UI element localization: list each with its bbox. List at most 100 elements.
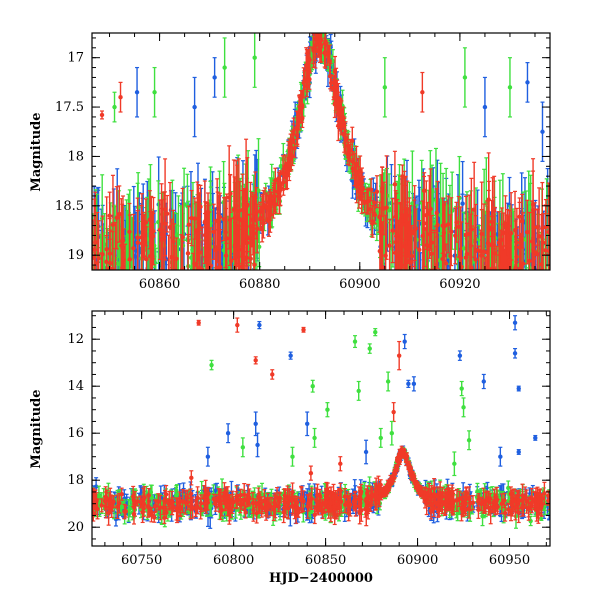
top-red-point — [420, 71, 425, 113]
top-y-axis-label: Magnitude — [29, 112, 44, 191]
bottom-y-tick-label: 16 — [67, 426, 84, 441]
top-red-point — [226, 145, 232, 250]
top-red-point — [325, 42, 330, 66]
top-red-point — [215, 191, 220, 251]
top-red-point — [259, 216, 265, 243]
top-blue-point — [438, 293, 442, 334]
top-red-point — [372, 205, 378, 225]
top-red-point — [192, 197, 198, 240]
bottom-panel: 60750 60800 60850 60900 60950 12 14 16 18 20 Mag… — [29, 310, 551, 586]
top-red-point — [412, 199, 417, 268]
top-panel: 60860 60880 60900 60920 17 17.5 18 18.5 19 Magn… — [29, 32, 551, 334]
top-red-point — [453, 207, 458, 265]
bottom-red-point — [301, 326, 306, 333]
top-blue-point — [192, 76, 197, 138]
top-red-point — [232, 221, 238, 269]
top-green-point — [256, 138, 261, 244]
top-blue-point — [134, 66, 140, 118]
top-red-point — [481, 203, 487, 270]
bottom-blue-point — [288, 351, 293, 360]
top-red-point — [162, 191, 168, 257]
top-red-point — [315, 33, 320, 41]
top-red-point — [400, 174, 406, 270]
top-red-point — [476, 245, 481, 270]
bottom-red-point — [235, 317, 240, 333]
bottom-x-tick-label: 60750 — [121, 553, 162, 568]
top-red-point — [296, 95, 302, 131]
top-red-point — [240, 219, 246, 270]
bottom-green-point — [356, 380, 361, 401]
bottom-green-point — [452, 451, 457, 477]
bottom-green-point — [325, 402, 330, 418]
top-red-point — [283, 161, 289, 191]
top-red-point — [390, 198, 395, 264]
top-green-point — [461, 211, 467, 270]
top-red-point — [409, 224, 415, 270]
bottom-red-point — [253, 356, 258, 365]
top-red-point — [252, 224, 257, 270]
top-red-point — [503, 268, 508, 270]
bottom-blue-point — [205, 446, 211, 467]
top-green-point — [462, 47, 468, 108]
bottom-x-axis-label: HJD−2400000 — [269, 571, 373, 586]
bottom-green-point — [312, 427, 317, 448]
top-green-point — [507, 57, 513, 118]
bottom-green-point — [378, 427, 383, 448]
top-red-point — [377, 214, 383, 270]
top-red-point — [514, 207, 520, 270]
bottom-green-point — [461, 397, 466, 418]
top-red-point — [288, 133, 293, 160]
top-blue-point — [525, 62, 530, 103]
bottom-red-point — [308, 465, 314, 481]
top-red-point — [468, 213, 473, 270]
bottom-blue-point — [457, 350, 463, 361]
bottom-red-point — [270, 369, 275, 380]
top-red-point — [427, 175, 432, 251]
top-red-point — [135, 197, 140, 270]
bottom-x-tick-label: 60950 — [489, 553, 530, 568]
bottom-green-point — [466, 430, 472, 451]
top-red-point — [214, 246, 219, 270]
top-green-point — [499, 266, 504, 270]
top-red-point — [328, 74, 334, 92]
top-red-point — [118, 81, 123, 113]
bottom-blue-point — [255, 432, 260, 458]
bottom-y-tick-label: 12 — [67, 332, 84, 347]
top-red-point — [166, 234, 171, 270]
top-red-point — [292, 138, 297, 158]
top-red-point — [479, 208, 484, 270]
bottom-y-tick-label: 20 — [67, 520, 84, 535]
top-y-tick-label: 18.5 — [55, 199, 84, 214]
bottom-green-point — [389, 420, 395, 446]
top-red-point — [205, 210, 210, 270]
top-red-point — [185, 233, 191, 270]
top-y-tick-label: 17.5 — [55, 100, 84, 115]
top-red-point — [143, 198, 149, 247]
top-red-point — [254, 203, 260, 254]
top-red-point — [384, 155, 389, 260]
top-red-point — [104, 196, 109, 270]
bottom-y-tick-label: 14 — [67, 379, 84, 394]
bottom-green-point — [367, 343, 372, 354]
top-blue-point — [212, 57, 217, 98]
top-red-point — [486, 189, 491, 270]
top-red-point — [473, 215, 479, 270]
top-red-point — [159, 207, 165, 270]
top-red-point — [120, 195, 126, 270]
top-red-point — [338, 98, 343, 127]
top-red-point — [96, 220, 101, 270]
top-red-point — [174, 237, 179, 270]
top-green-point — [482, 265, 487, 270]
top-x-tick-label: 60860 — [139, 277, 180, 292]
top-red-point — [445, 195, 451, 254]
bottom-green-point — [373, 328, 378, 337]
top-y-tick-label: 18 — [67, 149, 84, 164]
top-green-point — [222, 37, 227, 98]
bottom-blue-point — [411, 376, 417, 392]
top-red-point — [191, 252, 196, 270]
top-red-point — [448, 214, 453, 270]
top-red-point — [502, 249, 507, 270]
top-green-point — [125, 241, 130, 270]
bottom-red-point — [391, 402, 396, 423]
top-red-point — [264, 192, 269, 223]
